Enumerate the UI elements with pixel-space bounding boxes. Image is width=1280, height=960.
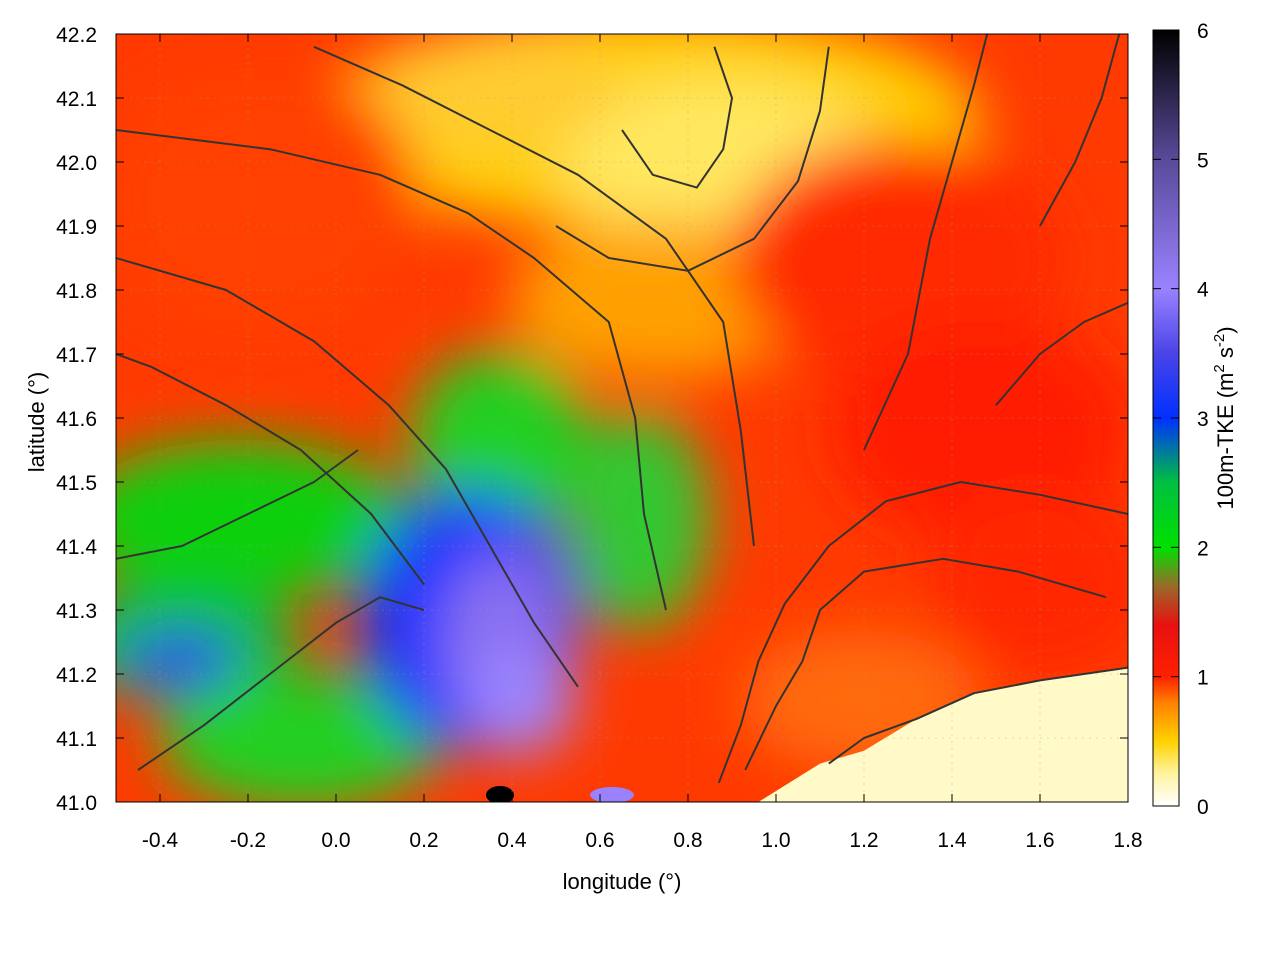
x-axis-label: longitude (°) bbox=[563, 869, 682, 894]
y-tick-label: 41.2 bbox=[56, 664, 97, 687]
contour-line bbox=[313, 45, 755, 547]
y-axis-label: latitude (°) bbox=[24, 372, 49, 473]
contour-line bbox=[1039, 34, 1121, 227]
max-tke-spot bbox=[486, 786, 514, 802]
x-tick-label: 1.2 bbox=[849, 829, 878, 852]
field-blobs bbox=[116, 34, 1128, 802]
x-tick-label: 0.4 bbox=[497, 829, 527, 852]
colorbar-tick-label: 1 bbox=[1197, 667, 1209, 690]
x-tick-label: -0.2 bbox=[230, 829, 266, 852]
colorbar-label-sup1: 2 bbox=[1211, 364, 1228, 372]
contour-line bbox=[828, 666, 1128, 765]
x-tick-label: 1.6 bbox=[1025, 829, 1054, 852]
y-tick-label: 41.1 bbox=[56, 728, 97, 751]
sea-low-tke-area bbox=[758, 667, 1128, 802]
x-tick-label: 1.4 bbox=[937, 829, 967, 852]
y-tick-label: 41.5 bbox=[56, 472, 97, 495]
x-tick-label: -0.4 bbox=[142, 829, 179, 852]
y-tick-label: 42.0 bbox=[56, 152, 97, 175]
y-tick-label: 41.9 bbox=[56, 216, 97, 239]
contour-line bbox=[621, 46, 733, 189]
colorbar-tick-label: 5 bbox=[1197, 149, 1209, 172]
x-tick-label: 1.0 bbox=[761, 829, 790, 852]
colorbar-label-main: 100m-TKE (m bbox=[1213, 373, 1238, 510]
colorbar-tick-label: 2 bbox=[1197, 537, 1209, 560]
y-tick-label: 41.3 bbox=[56, 600, 97, 623]
contour-line bbox=[995, 301, 1128, 406]
terrain-contours bbox=[116, 34, 1128, 784]
contour-line bbox=[116, 353, 425, 585]
y-axis-ticks: 41.0 41.1 41.2 41.3 41.4 41.5 41.6 41.7 41.8 41.9… bbox=[56, 24, 1128, 815]
grid-lines bbox=[116, 34, 1128, 802]
y-tick-label: 41.7 bbox=[56, 344, 97, 367]
colorbar-tick-label: 3 bbox=[1197, 408, 1209, 431]
contour-line bbox=[744, 557, 1107, 771]
x-axis-ticks: -0.4 -0.2 0.0 0.2 0.4 0.6 0.8 1.0 1.2 1.4 1.6 1.8 bbox=[142, 34, 1143, 852]
x-tick-label: 0.8 bbox=[673, 829, 702, 852]
contour-line bbox=[717, 481, 1128, 784]
colorbar-tick-label: 0 bbox=[1197, 796, 1209, 819]
contour-line bbox=[555, 46, 830, 272]
colorbar-tick-label: 4 bbox=[1197, 279, 1209, 302]
colorbar-label-mid: s bbox=[1213, 347, 1238, 364]
y-tick-label: 41.8 bbox=[56, 280, 97, 303]
contour-line bbox=[863, 34, 989, 451]
colorbar-label-sup2: -2 bbox=[1211, 334, 1228, 347]
colorbar-label: 100m-TKE (m2 s-2) bbox=[1211, 326, 1238, 509]
y-tick-label: 42.2 bbox=[56, 24, 97, 47]
y-tick-label: 41.6 bbox=[56, 408, 97, 431]
x-tick-label: 0.0 bbox=[321, 829, 350, 852]
y-tick-label: 42.1 bbox=[56, 88, 97, 111]
contour-line bbox=[116, 257, 579, 688]
contour-line bbox=[116, 129, 667, 611]
colorbar-label-end: ) bbox=[1213, 326, 1238, 333]
x-tick-label: 0.6 bbox=[585, 829, 614, 852]
x-tick-label: 0.2 bbox=[409, 829, 438, 852]
x-tick-label: 1.8 bbox=[1113, 829, 1142, 852]
y-tick-label: 41.4 bbox=[56, 536, 97, 559]
colorbar-tick-label: 6 bbox=[1197, 20, 1209, 43]
colorbar-ticks: 0 1 2 3 4 5 6 bbox=[1153, 20, 1209, 819]
contour-line bbox=[137, 596, 425, 771]
purple-spot bbox=[590, 787, 634, 802]
tke-field bbox=[116, 34, 1128, 802]
contour-line bbox=[116, 449, 359, 560]
y-tick-label: 41.0 bbox=[56, 792, 97, 815]
